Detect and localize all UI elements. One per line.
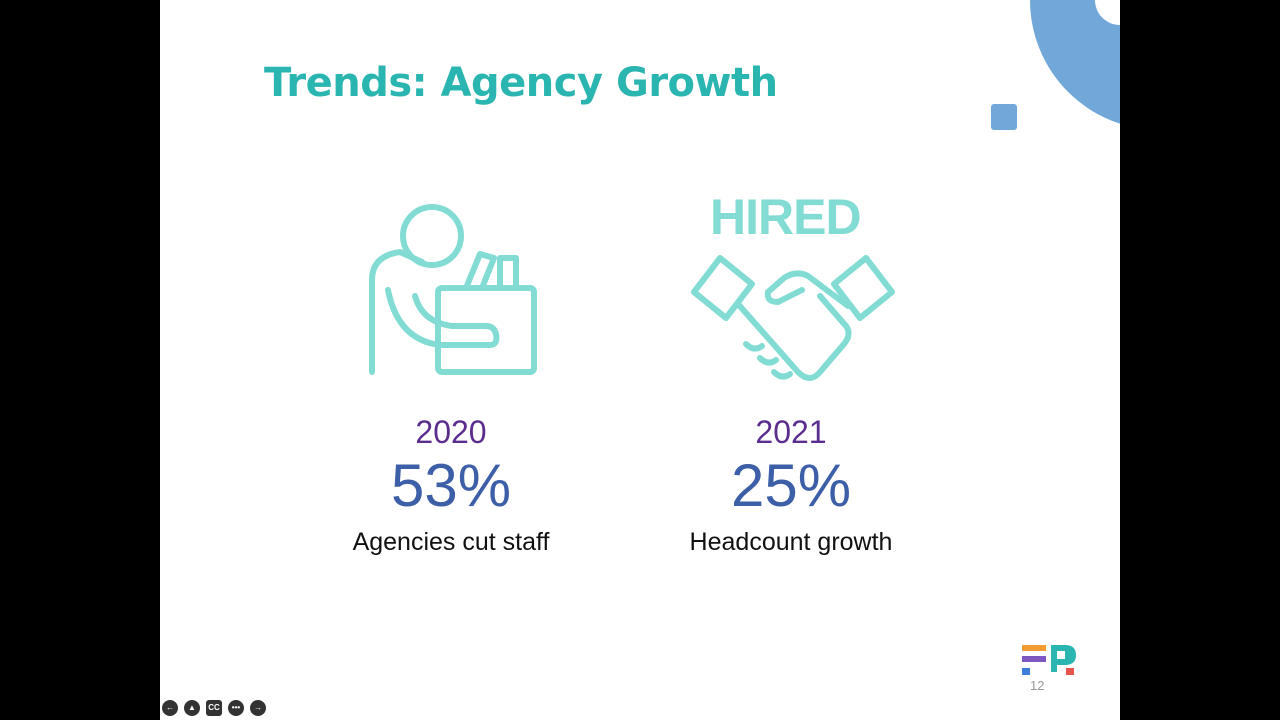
- logo: [1022, 645, 1076, 675]
- icon-text: HIRED: [710, 189, 862, 245]
- worker-icon: [369, 204, 537, 375]
- slide-title: Trends: Agency Growth: [264, 60, 778, 106]
- prev-button[interactable]: ←: [162, 700, 178, 716]
- stat-year: 2021: [755, 414, 827, 450]
- deco-circle: [1030, 0, 1120, 124]
- player-controls: ← ▲ CC ••• →: [162, 700, 266, 716]
- handshake-icon: [691, 255, 895, 381]
- next-button[interactable]: →: [250, 700, 266, 716]
- captions-button[interactable]: CC: [206, 700, 222, 716]
- stat-caption: Headcount growth: [689, 528, 893, 556]
- deco-square: [991, 104, 1017, 130]
- stat: 2021 25% Headcount growth: [631, 410, 951, 562]
- stat-value: 25%: [730, 452, 852, 519]
- stat-value: 53%: [390, 452, 512, 519]
- deco-hole: [1095, 0, 1120, 25]
- decorations: [369, 0, 1120, 675]
- pointer-button[interactable]: ▲: [184, 700, 200, 716]
- stat-caption: Agencies cut staff: [352, 528, 550, 556]
- page-number: 12: [1030, 678, 1045, 693]
- stat: 2020 53% Agencies cut staff: [291, 410, 611, 562]
- stat-year: 2020: [415, 414, 487, 450]
- more-button[interactable]: •••: [228, 700, 244, 716]
- slide: Trends: Agency Growth HIRED 2020 53% Agenc…: [160, 0, 1120, 720]
